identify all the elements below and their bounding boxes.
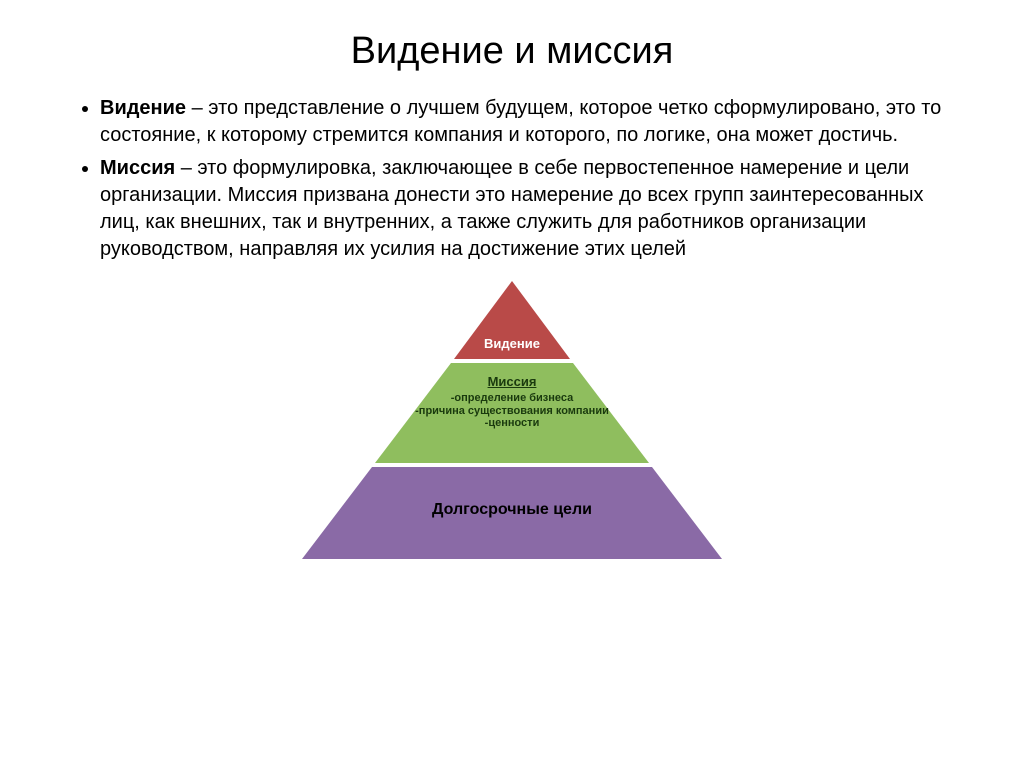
mission-line: -ценности	[292, 417, 732, 430]
bullet-item: Миссия – это формулировка, заключающее в…	[100, 155, 964, 263]
bullet-list: Видение – это представление о лучшем буд…	[60, 95, 964, 263]
pyramid-label-mission: Миссия -определение бизнеса -причина сущ…	[292, 375, 732, 430]
slide-title: Видение и миссия	[60, 30, 964, 73]
pyramid-label-goals: Долгосрочные цели	[292, 501, 732, 519]
pyramid-label-vision: Видение	[292, 337, 732, 352]
bullet-item: Видение – это представление о лучшем буд…	[100, 95, 964, 149]
mission-line: -причина существования компании	[292, 405, 732, 418]
mission-line: -определение бизнеса	[292, 392, 732, 405]
mission-title: Миссия	[292, 375, 732, 390]
bullet-text: – это представление о лучшем будущем, ко…	[100, 97, 941, 146]
pyramid-diagram: Видение Миссия -определение бизнеса -при…	[292, 281, 732, 561]
bullet-term: Видение	[100, 97, 186, 119]
bullet-term: Миссия	[100, 157, 175, 179]
bullet-text: – это формулировка, заключающее в себе п…	[100, 157, 924, 260]
